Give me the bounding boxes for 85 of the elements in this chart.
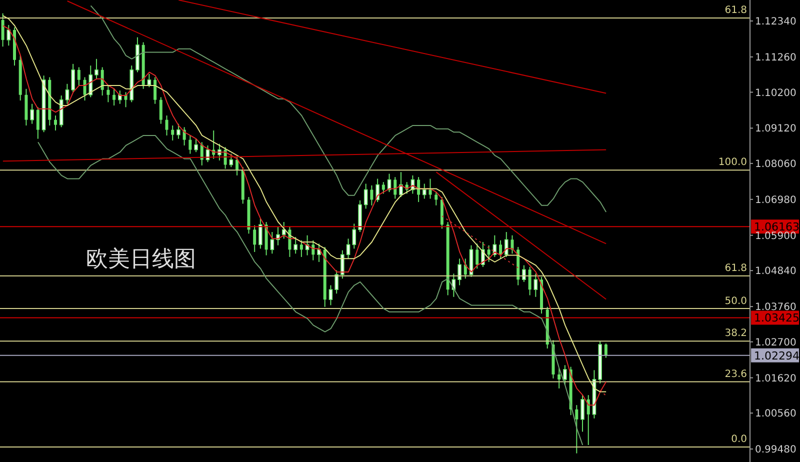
- candlestick: [36, 106, 40, 140]
- candlestick: [54, 115, 57, 131]
- candlestick: [154, 76, 157, 104]
- annotation: 100.0: [717, 157, 748, 170]
- candlestick: [504, 232, 508, 258]
- candlestick: [476, 243, 479, 270]
- candlestick: [534, 273, 538, 298]
- candlestick: [270, 232, 274, 254]
- candlestick: [522, 264, 526, 282]
- y-tick-label: 1.00560: [755, 408, 796, 420]
- candlestick: [328, 284, 333, 306]
- candlestick: [1, 12, 4, 48]
- candlestick: [580, 394, 584, 432]
- annotation: 61.8: [724, 262, 748, 275]
- candlestick: [604, 343, 608, 358]
- candlestick: [364, 183, 368, 210]
- candlestick: [112, 88, 116, 106]
- y-tick-label: 1.02700: [755, 337, 796, 348]
- candlestick: [188, 134, 192, 154]
- candlestick: [229, 153, 234, 168]
- candlestick: [352, 223, 356, 250]
- annotation: 38.2: [724, 328, 748, 340]
- annotation: 50.0: [724, 296, 748, 308]
- y-tick-label: 1.03760: [755, 302, 796, 314]
- candlestick: [300, 240, 303, 258]
- candlestick: [77, 66, 80, 86]
- candlestick: [499, 240, 502, 260]
- candlestick: [399, 172, 403, 198]
- candlestick: [282, 222, 286, 240]
- candlestick: [171, 124, 174, 141]
- candlestick: [575, 404, 578, 454]
- candlestick: [253, 224, 256, 252]
- candlestick: [528, 266, 532, 296]
- candlestick: [428, 178, 432, 200]
- y-tick-label: 1.08060: [755, 158, 796, 170]
- candlestick: [30, 103, 34, 124]
- candlestick: [370, 184, 374, 206]
- candlestick: [334, 270, 338, 294]
- candlestick: [6, 24, 11, 46]
- annotation: 23.6: [724, 368, 748, 381]
- y-tick-label: 1.09120: [755, 124, 796, 135]
- ref-line-label: 1.03425: [754, 312, 800, 325]
- y-tick-label: 1.06980: [755, 194, 796, 206]
- candlestick: [236, 156, 239, 176]
- y-tick-label: 1.04840: [755, 266, 796, 278]
- candlestick: [487, 244, 490, 262]
- candlestick: [194, 138, 198, 153]
- line-series: [90, 5, 607, 213]
- y-tick-label: 1.10200: [755, 88, 796, 99]
- candlestick: [258, 218, 262, 250]
- candlestick: [88, 65, 93, 98]
- y-tick-label: 1.11260: [755, 52, 796, 64]
- candlestick: [147, 73, 152, 88]
- line-series: [38, 134, 584, 446]
- candlestick: [94, 58, 98, 80]
- candlestick: [106, 85, 110, 103]
- candlestick: [176, 123, 180, 140]
- candlestick: [510, 234, 514, 254]
- candlestick: [159, 96, 162, 124]
- candlestick: [165, 115, 168, 136]
- annotation: 欧美日线图: [86, 246, 196, 274]
- ref-line-label: 1.02294: [754, 349, 800, 362]
- annotation: 0.0: [730, 434, 748, 446]
- candlestick: [71, 63, 75, 93]
- candlestick: [394, 176, 397, 200]
- candlestick: [382, 182, 385, 194]
- candlestick: [586, 394, 590, 446]
- y-tick-label: 0.99480: [755, 444, 796, 456]
- annotation: 61.8: [724, 4, 748, 17]
- candlestick: [294, 236, 298, 254]
- candlestick: [118, 90, 122, 104]
- y-tick-label: 1.12340: [755, 16, 796, 28]
- candlestick: [563, 364, 567, 386]
- candlestick: [317, 243, 321, 262]
- candlestick: [65, 83, 70, 104]
- candlestick: [558, 368, 561, 389]
- candlestick: [434, 192, 438, 206]
- candlestick: [422, 183, 426, 200]
- candlestick: [340, 250, 344, 280]
- candlestick: [458, 258, 462, 286]
- candlestick: [417, 176, 420, 203]
- candlestick: [376, 178, 380, 203]
- candlestick: [346, 238, 350, 260]
- candlestick: [83, 76, 86, 102]
- y-tick-label: 1.01620: [755, 373, 796, 384]
